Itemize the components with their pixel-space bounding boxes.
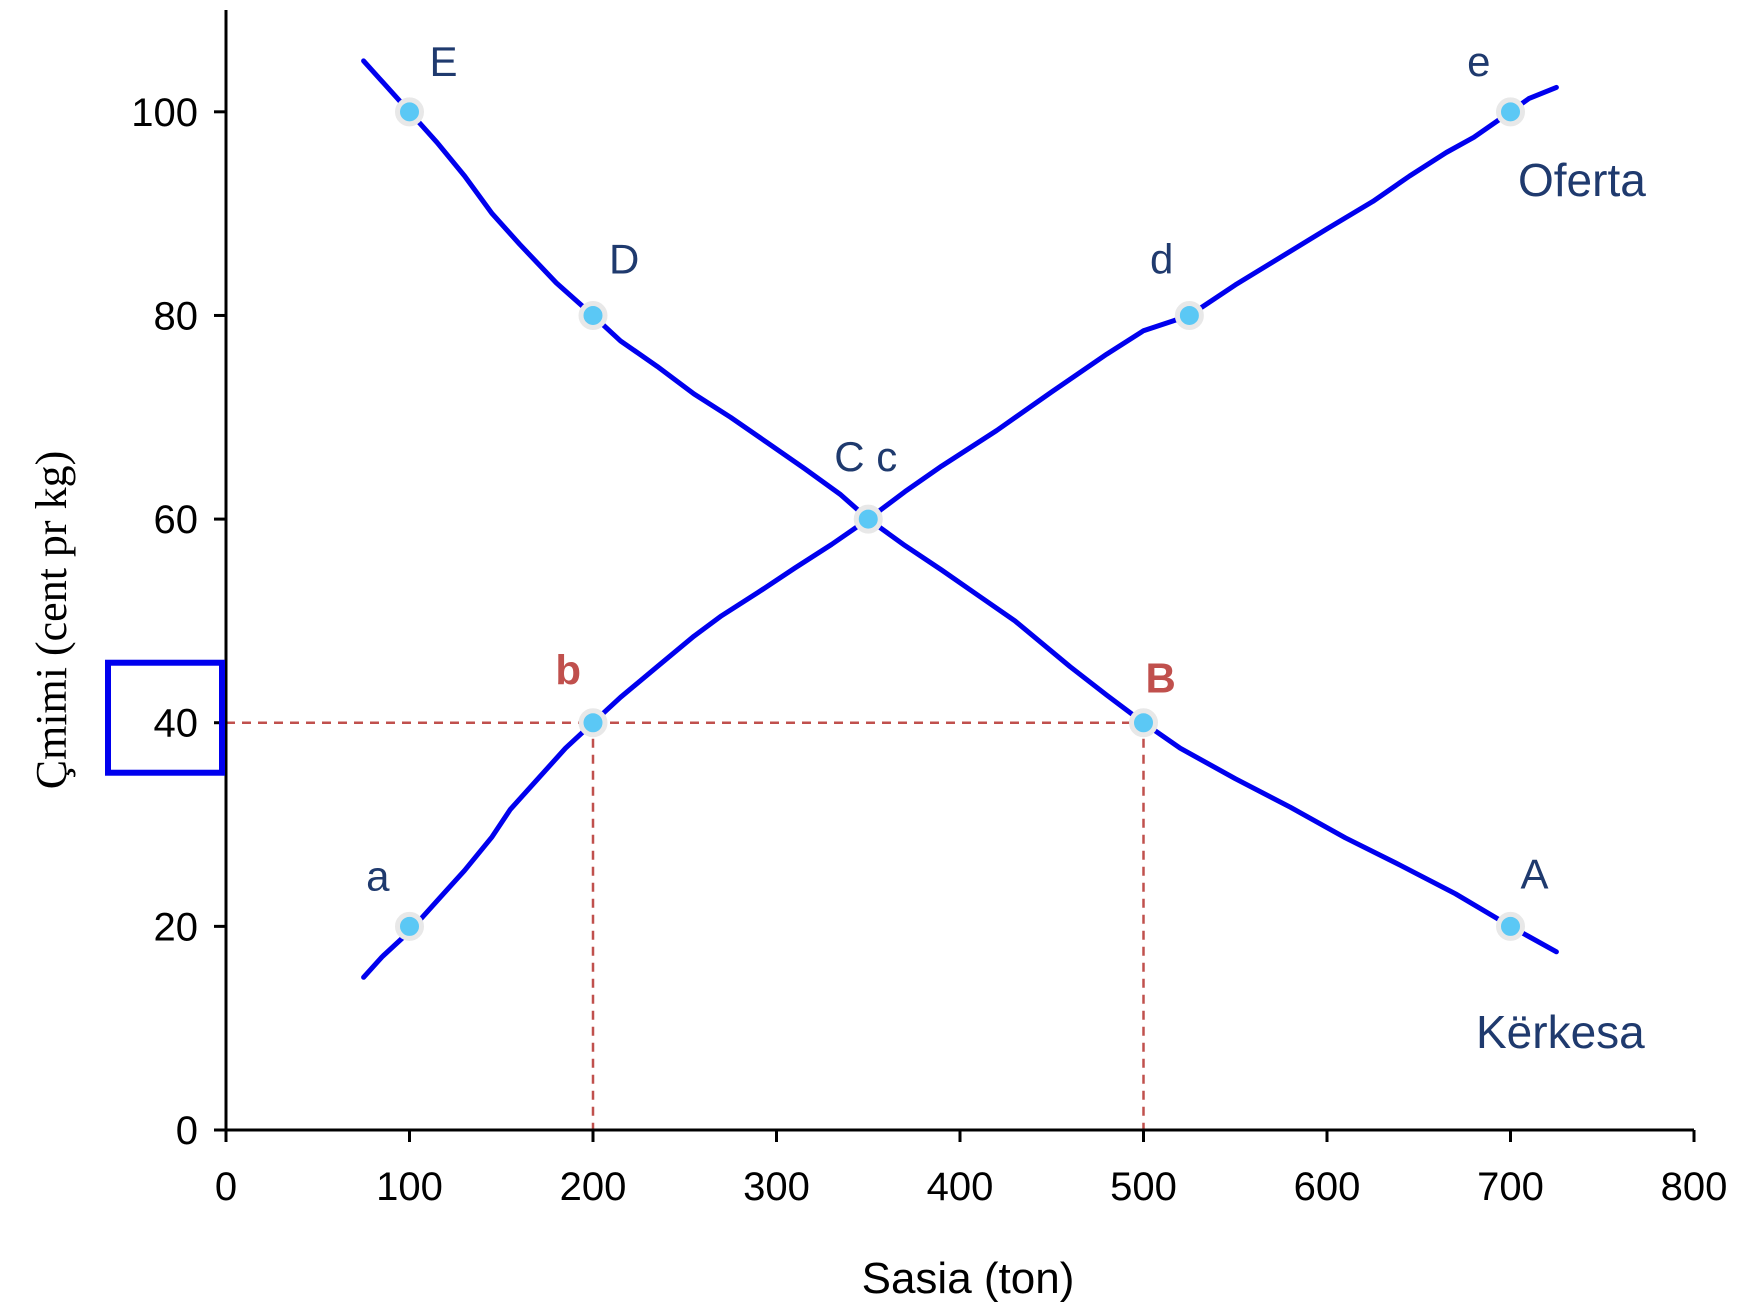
y-tick-label: 40 bbox=[154, 702, 199, 746]
data-point bbox=[853, 504, 883, 534]
labels: a b C c d e E D B A Oferta Kërkesa bbox=[366, 38, 1646, 1058]
point-label: C c bbox=[834, 433, 897, 480]
point-label: A bbox=[1521, 850, 1549, 897]
point-label: d bbox=[1150, 235, 1173, 282]
y-tick-label: 0 bbox=[176, 1109, 198, 1153]
point-label: D bbox=[609, 235, 639, 282]
data-point bbox=[395, 911, 424, 941]
x-axis-title: Sasia (ton) bbox=[862, 1254, 1075, 1303]
point-label: B bbox=[1146, 655, 1176, 702]
series-label-demand: Kërkesa bbox=[1476, 1006, 1645, 1058]
curves bbox=[361, 58, 1559, 980]
x-tick-label: 300 bbox=[743, 1165, 810, 1209]
axes: 0 100 200 300 400 500 600 700 800 0 20 40 60 80 100 bbox=[105, 10, 1728, 1209]
y-tick-label: 100 bbox=[131, 91, 198, 135]
series-line bbox=[361, 58, 1559, 955]
point-label: b bbox=[555, 647, 581, 694]
point-label: E bbox=[430, 38, 458, 85]
y-tick-label: 20 bbox=[154, 905, 199, 949]
y-tick-label: 80 bbox=[154, 294, 199, 338]
y-axis-title: Çmimi (cent pr kg) bbox=[27, 451, 76, 790]
x-tick-label: 500 bbox=[1110, 1165, 1177, 1209]
data-point bbox=[578, 300, 608, 330]
point-label: a bbox=[366, 852, 390, 899]
x-tick-label: 400 bbox=[927, 1165, 994, 1209]
highlight-box-price bbox=[105, 659, 225, 776]
x-tick-label: 0 bbox=[215, 1165, 237, 1209]
data-point bbox=[395, 97, 424, 127]
reference-lines bbox=[226, 721, 1145, 1130]
data-point bbox=[578, 708, 608, 738]
x-tick-label: 700 bbox=[1477, 1165, 1544, 1209]
x-tick-label: 800 bbox=[1661, 1165, 1728, 1209]
series-line bbox=[361, 84, 1559, 980]
x-tick-label: 600 bbox=[1294, 1165, 1361, 1209]
point-label: e bbox=[1467, 38, 1490, 85]
y-tick-label: 60 bbox=[154, 498, 199, 542]
x-tick-label: 100 bbox=[376, 1165, 443, 1209]
data-point bbox=[1496, 97, 1525, 127]
series-label-supply: Oferta bbox=[1518, 154, 1646, 206]
data-point bbox=[1129, 708, 1158, 738]
x-tick-label: 200 bbox=[560, 1165, 627, 1209]
points bbox=[395, 97, 1525, 941]
data-point bbox=[1496, 911, 1525, 941]
data-point bbox=[1174, 300, 1204, 330]
